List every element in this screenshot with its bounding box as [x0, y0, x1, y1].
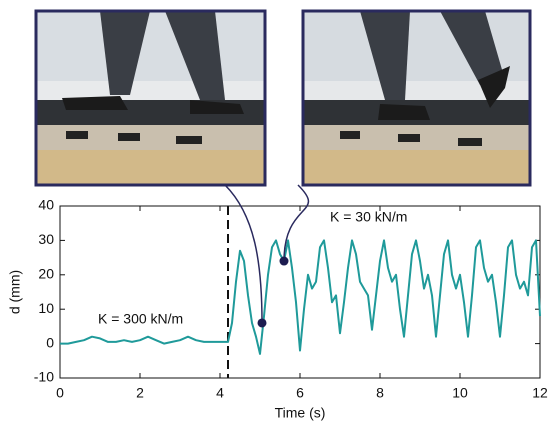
x-tick-label: 10	[452, 385, 468, 401]
y-tick-label: 30	[38, 231, 54, 247]
data-line	[60, 239, 541, 355]
x-tick-label: 2	[136, 385, 144, 401]
y-tick-label: 0	[46, 334, 54, 350]
annotation: K = 30 kN/m	[330, 209, 407, 225]
plot-frame	[59, 205, 541, 379]
marker	[257, 318, 267, 328]
connector	[283, 184, 310, 262]
x-tick-label: 6	[296, 385, 304, 401]
x-tick-label: 8	[376, 385, 384, 401]
y-tick-label: 10	[38, 300, 54, 316]
y-tick-label: 40	[38, 197, 54, 213]
x-tick-label: 0	[56, 385, 64, 401]
marker	[279, 256, 289, 266]
photo-left	[34, 9, 267, 187]
x-tick-label: 4	[216, 385, 224, 401]
x-tick-label: 12	[532, 385, 548, 401]
y-tick-label: -10	[34, 369, 54, 385]
y-tick-label: 20	[38, 266, 54, 282]
x-axis-label: Time (s)	[275, 405, 326, 421]
y-axis-label: d (mm)	[7, 270, 23, 314]
connector	[224, 184, 263, 323]
annotation: K = 300 kN/m	[98, 311, 183, 327]
photo-right	[301, 9, 532, 187]
